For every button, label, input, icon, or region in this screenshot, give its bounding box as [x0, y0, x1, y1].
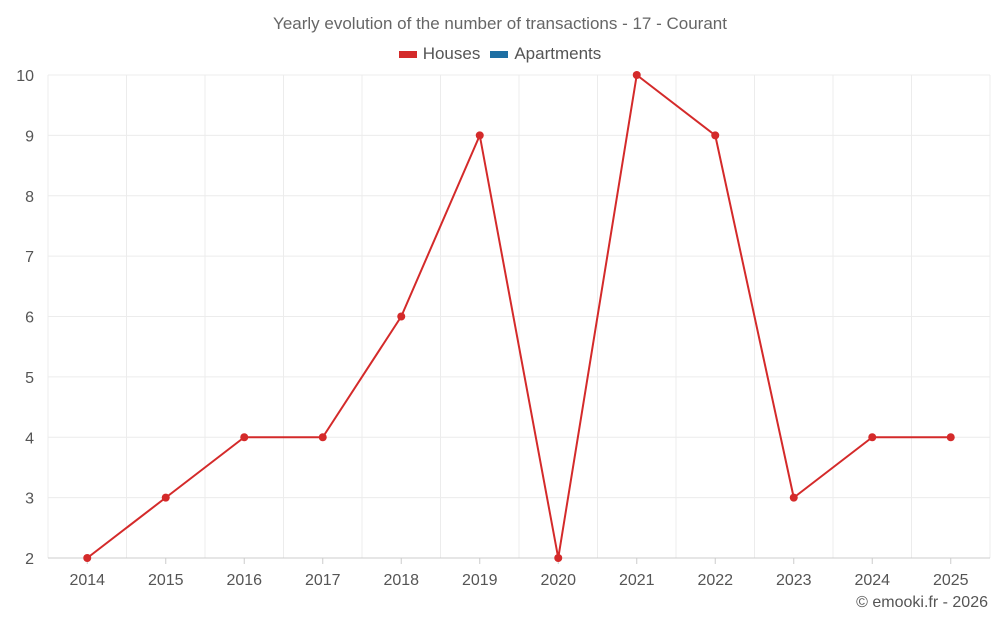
x-tick-label: 2017 [305, 572, 341, 589]
data-point-houses [946, 433, 955, 442]
x-tick-label: 2022 [697, 572, 733, 589]
legend-item-apartments[interactable]: Apartments [490, 44, 601, 64]
x-tick-label: 2019 [462, 572, 498, 589]
data-point-houses [789, 493, 798, 502]
data-point-houses [554, 554, 563, 562]
data-point-houses [711, 131, 720, 140]
data-point-houses [868, 433, 877, 442]
data-point-houses [397, 312, 406, 321]
data-point-houses [632, 71, 641, 79]
x-tick-label: 2023 [776, 572, 812, 589]
series-line-houses [86, 74, 951, 559]
data-point-houses [240, 433, 249, 442]
legend-swatch-apartments [490, 50, 509, 58]
x-tick-label: 2018 [383, 572, 419, 589]
y-tick-label: 6 [25, 310, 34, 327]
data-point-houses [475, 131, 484, 140]
chart-legend: Houses Apartments [0, 44, 1000, 64]
x-tick-label: 2021 [619, 572, 655, 589]
x-tick-label: 2015 [148, 572, 184, 589]
legend-swatch-houses [398, 50, 417, 58]
y-tick-label: 5 [25, 370, 34, 387]
x-tick-label: 2024 [854, 572, 890, 589]
y-tick-label: 10 [16, 68, 34, 85]
y-tick-label: 8 [25, 189, 34, 206]
x-tick-label: 2020 [540, 572, 576, 589]
data-point-houses [83, 554, 92, 562]
data-point-houses [318, 433, 327, 442]
y-tick-label: 3 [25, 491, 34, 508]
data-point-houses [161, 493, 170, 502]
y-tick-label: 7 [25, 249, 34, 266]
chart-title: Yearly evolution of the number of transa… [273, 14, 727, 33]
x-tick-label: 2025 [933, 572, 969, 589]
y-tick-label: 2 [25, 551, 34, 568]
legend-label-apartments: Apartments [514, 44, 602, 63]
x-tick-label: 2016 [226, 572, 262, 589]
legend-item-houses[interactable]: Houses [398, 44, 481, 64]
x-tick-label: 2014 [69, 572, 105, 589]
legend-label-houses: Houses [422, 44, 481, 63]
credit-text: © emooki.fr - 2026 [856, 594, 988, 611]
y-tick-label: 9 [25, 128, 34, 145]
y-tick-label: 4 [25, 430, 34, 447]
